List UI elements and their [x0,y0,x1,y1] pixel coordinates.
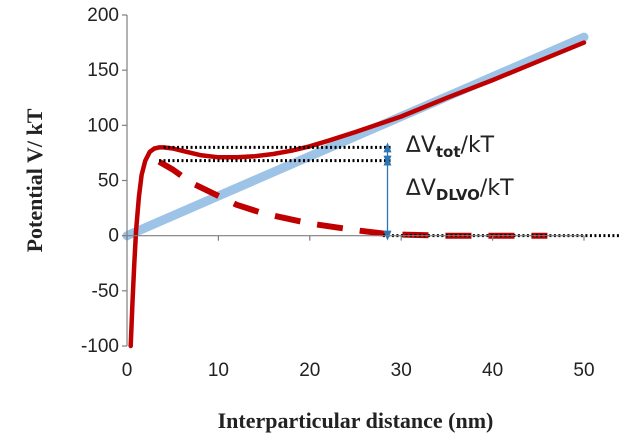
x-tick-label: 0 [122,360,133,381]
series-line-linear [122,32,589,241]
series-line-total [128,40,587,349]
y-tick-label: 50 [98,171,119,192]
x-tick-label: 50 [573,360,594,381]
y-tick-label: 100 [87,115,119,136]
x-tick-label: 20 [299,360,320,381]
y-tick-label: 0 [108,226,119,247]
x-tick-label: 10 [208,360,229,381]
y-axis-label: Potential V/ kT [22,108,47,252]
y-tick-label: -100 [81,336,119,357]
x-axis-label: Interparticular distance (nm) [218,408,494,433]
x-tick-label: 30 [391,360,412,381]
y-tick-label: 200 [87,5,119,26]
annotation-label: ΔVDLVO/kT [406,176,514,204]
axes: -100 -50 0 50 100 150 200 0 10 20 30 40 50 [81,5,595,381]
annotation-label: ΔVtot/kT [406,133,495,161]
plot-area: ΔVtot/kT ΔVDLVO/kT [122,32,620,349]
x-tick-label: 40 [482,360,503,381]
y-tick-label: -50 [92,281,119,302]
y-tick-label: 150 [87,60,119,81]
